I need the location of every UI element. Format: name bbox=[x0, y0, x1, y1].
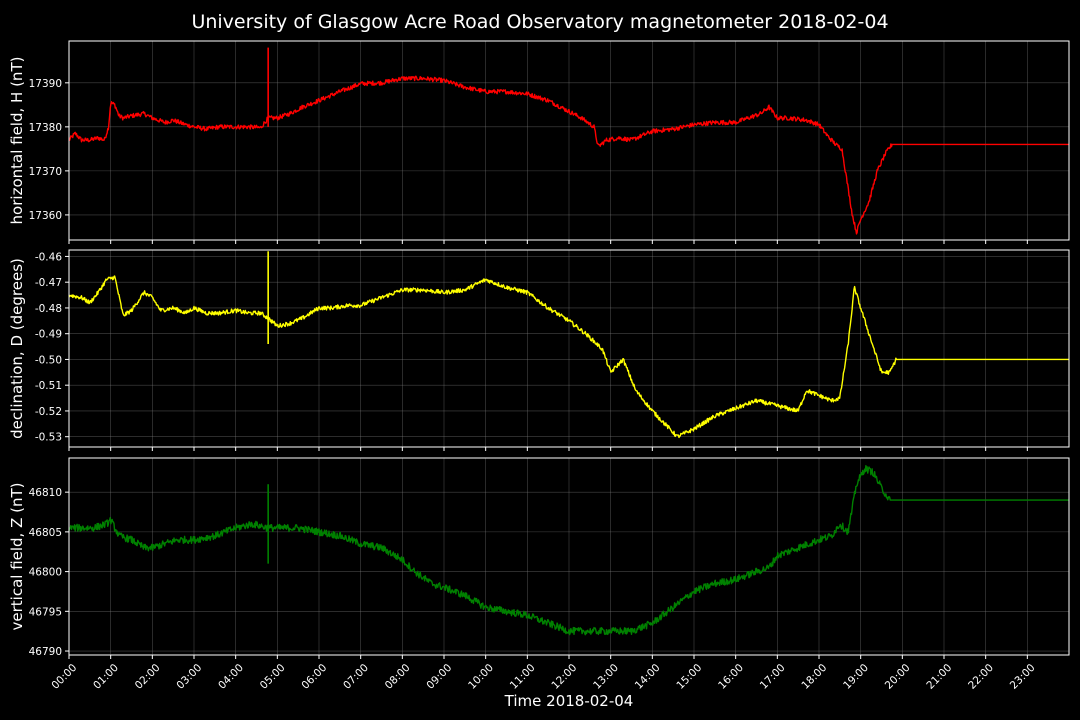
y-axis-label: horizontal field, H (nT) bbox=[8, 57, 26, 225]
x-tick-label: 13:00 bbox=[591, 662, 621, 692]
plot-frame bbox=[68, 249, 1070, 448]
x-tick-label: 21:00 bbox=[924, 662, 954, 692]
y-tick-label: 46795 bbox=[29, 606, 62, 618]
x-tick-label: 18:00 bbox=[799, 662, 829, 692]
y-tick-label: 17390 bbox=[29, 78, 62, 90]
y-tick-label: -0.46 bbox=[35, 251, 62, 263]
x-tick-label: 05:00 bbox=[258, 662, 288, 692]
x-tick-label: 17:00 bbox=[758, 662, 788, 692]
y-axis-label: vertical field, Z (nT) bbox=[8, 482, 26, 630]
x-tick-label: 12:00 bbox=[549, 662, 579, 692]
series-line bbox=[68, 275, 1070, 439]
y-tick-label: -0.53 bbox=[35, 432, 62, 444]
y-tick-label: 46805 bbox=[29, 527, 62, 539]
x-tick-label: 06:00 bbox=[299, 662, 329, 692]
y-axis-label: declination, D (degrees) bbox=[8, 258, 26, 439]
x-axis-label: Time 2018-02-04 bbox=[504, 692, 634, 710]
series-line bbox=[68, 75, 1070, 235]
plot-frame bbox=[68, 40, 1070, 241]
x-tick-label: 20:00 bbox=[883, 662, 913, 692]
x-tick-label: 19:00 bbox=[841, 662, 871, 692]
y-tick-label: 17380 bbox=[29, 122, 62, 134]
y-tick-label: 17370 bbox=[29, 166, 62, 178]
x-tick-label: 22:00 bbox=[966, 662, 996, 692]
x-tick-label: 08:00 bbox=[383, 662, 413, 692]
y-tick-label: -0.48 bbox=[35, 303, 62, 315]
y-tick-label: 46810 bbox=[29, 487, 62, 499]
x-tick-label: 15:00 bbox=[674, 662, 704, 692]
y-tick-label: 46800 bbox=[29, 567, 62, 579]
x-tick-label: 04:00 bbox=[216, 662, 246, 692]
y-tick-label: -0.49 bbox=[35, 329, 62, 341]
x-tick-label: 07:00 bbox=[341, 662, 371, 692]
x-tick-label: 14:00 bbox=[633, 662, 663, 692]
panel-2: -0.53 -0.52 -0.51 -0.50 -0.49 -0.48 -0.47 -0.46… bbox=[8, 249, 1070, 451]
y-tick-label: -0.47 bbox=[35, 277, 62, 289]
x-tick-label: 11:00 bbox=[508, 662, 538, 692]
x-tick-label: 01:00 bbox=[91, 662, 121, 692]
y-tick-label: 46790 bbox=[29, 646, 62, 658]
y-tick-label: -0.51 bbox=[35, 380, 62, 392]
x-tick-label: 23:00 bbox=[1008, 662, 1038, 692]
y-tick-label: -0.52 bbox=[35, 406, 62, 418]
plot-frame bbox=[68, 457, 1070, 656]
chart-title: University of Glasgow Acre Road Observat… bbox=[191, 11, 888, 33]
x-tick-label: 10:00 bbox=[466, 662, 496, 692]
x-tick-label: 02:00 bbox=[133, 662, 163, 692]
y-tick-label: 17360 bbox=[29, 210, 62, 222]
x-tick-label: 00:00 bbox=[49, 662, 79, 692]
x-tick-label: 16:00 bbox=[716, 662, 746, 692]
x-tick-label: 09:00 bbox=[424, 662, 454, 692]
series-line bbox=[68, 465, 1070, 636]
y-tick-label: -0.50 bbox=[35, 354, 62, 366]
x-tick-label: 03:00 bbox=[174, 662, 204, 692]
